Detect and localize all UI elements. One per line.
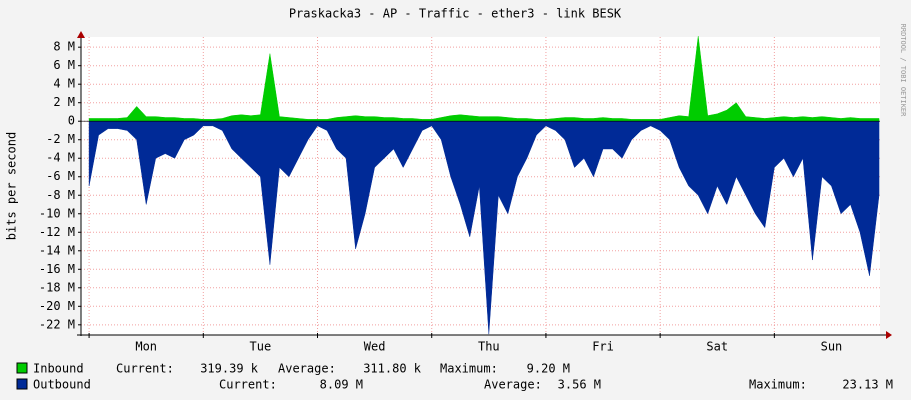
legend-stat-label: Maximum:	[749, 378, 807, 392]
y-tick-label: 8 M	[53, 40, 75, 54]
y-tick-label: -18 M	[39, 280, 75, 294]
legend-swatch	[16, 378, 28, 390]
y-arrow	[77, 31, 85, 38]
legend-stat: 8.09 M	[320, 378, 363, 392]
x-tick-label: Wed	[364, 340, 386, 354]
y-axis-label: bits per second	[5, 132, 19, 240]
y-tick-label: -10 M	[39, 206, 75, 220]
legend-stat-label: Average:	[484, 378, 542, 392]
legend-stat-label: Average:	[278, 362, 336, 376]
x-arrow	[886, 331, 892, 339]
legend-stat-label: Maximum:	[440, 362, 498, 376]
legend-label: Inbound	[33, 362, 84, 376]
x-tick-label: Sat	[706, 340, 728, 354]
y-tick-label: -20 M	[39, 299, 75, 313]
legend-stat-label: Current:	[219, 378, 277, 392]
area	[88, 120, 880, 335]
chart-title: Praskacka3 - AP - Traffic - ether3 - lin…	[289, 7, 622, 21]
x-tick-label: Fri	[592, 340, 614, 354]
y-tick-label: 6 M	[53, 58, 75, 72]
y-tick-label: 2 M	[53, 95, 75, 109]
x-tick-label: Tue	[250, 340, 272, 354]
legend-label: Outbound	[33, 378, 91, 392]
watermark: RRDTOOL / TOBI OETIKER	[899, 24, 907, 118]
axes	[77, 31, 892, 339]
x-tick-label: Mon	[135, 340, 157, 354]
y-tick-label: -4 M	[46, 151, 75, 165]
legend-stat: 311.80 k	[363, 362, 422, 376]
legend-stat: 9.20 M	[527, 362, 570, 376]
y-tick-label: -14 M	[39, 243, 75, 257]
y-tick-label: -22 M	[39, 317, 75, 331]
areas	[81, 36, 880, 335]
x-tick-label: Sun	[821, 340, 843, 354]
legend-stat: 23.13 M	[842, 378, 893, 392]
area	[88, 36, 880, 122]
legend-stat: 3.56 M	[558, 378, 601, 392]
y-tick-label: -2 M	[46, 132, 75, 146]
y-tick-label: -12 M	[39, 225, 75, 239]
y-tick-label: -8 M	[46, 188, 75, 202]
y-tick-label: -16 M	[39, 262, 75, 276]
y-tick-label: -6 M	[46, 169, 75, 183]
legend-stat: 319.39 k	[200, 362, 259, 376]
y-tick-label: 0	[68, 114, 75, 128]
y-tick-label: 4 M	[53, 77, 75, 91]
legend-swatch	[16, 362, 28, 374]
x-tick-label: Thu	[478, 340, 500, 354]
legend-stat-label: Current:	[116, 362, 174, 376]
legend: Inbound Current: 319.39 k Average: 311.8…	[16, 362, 893, 392]
